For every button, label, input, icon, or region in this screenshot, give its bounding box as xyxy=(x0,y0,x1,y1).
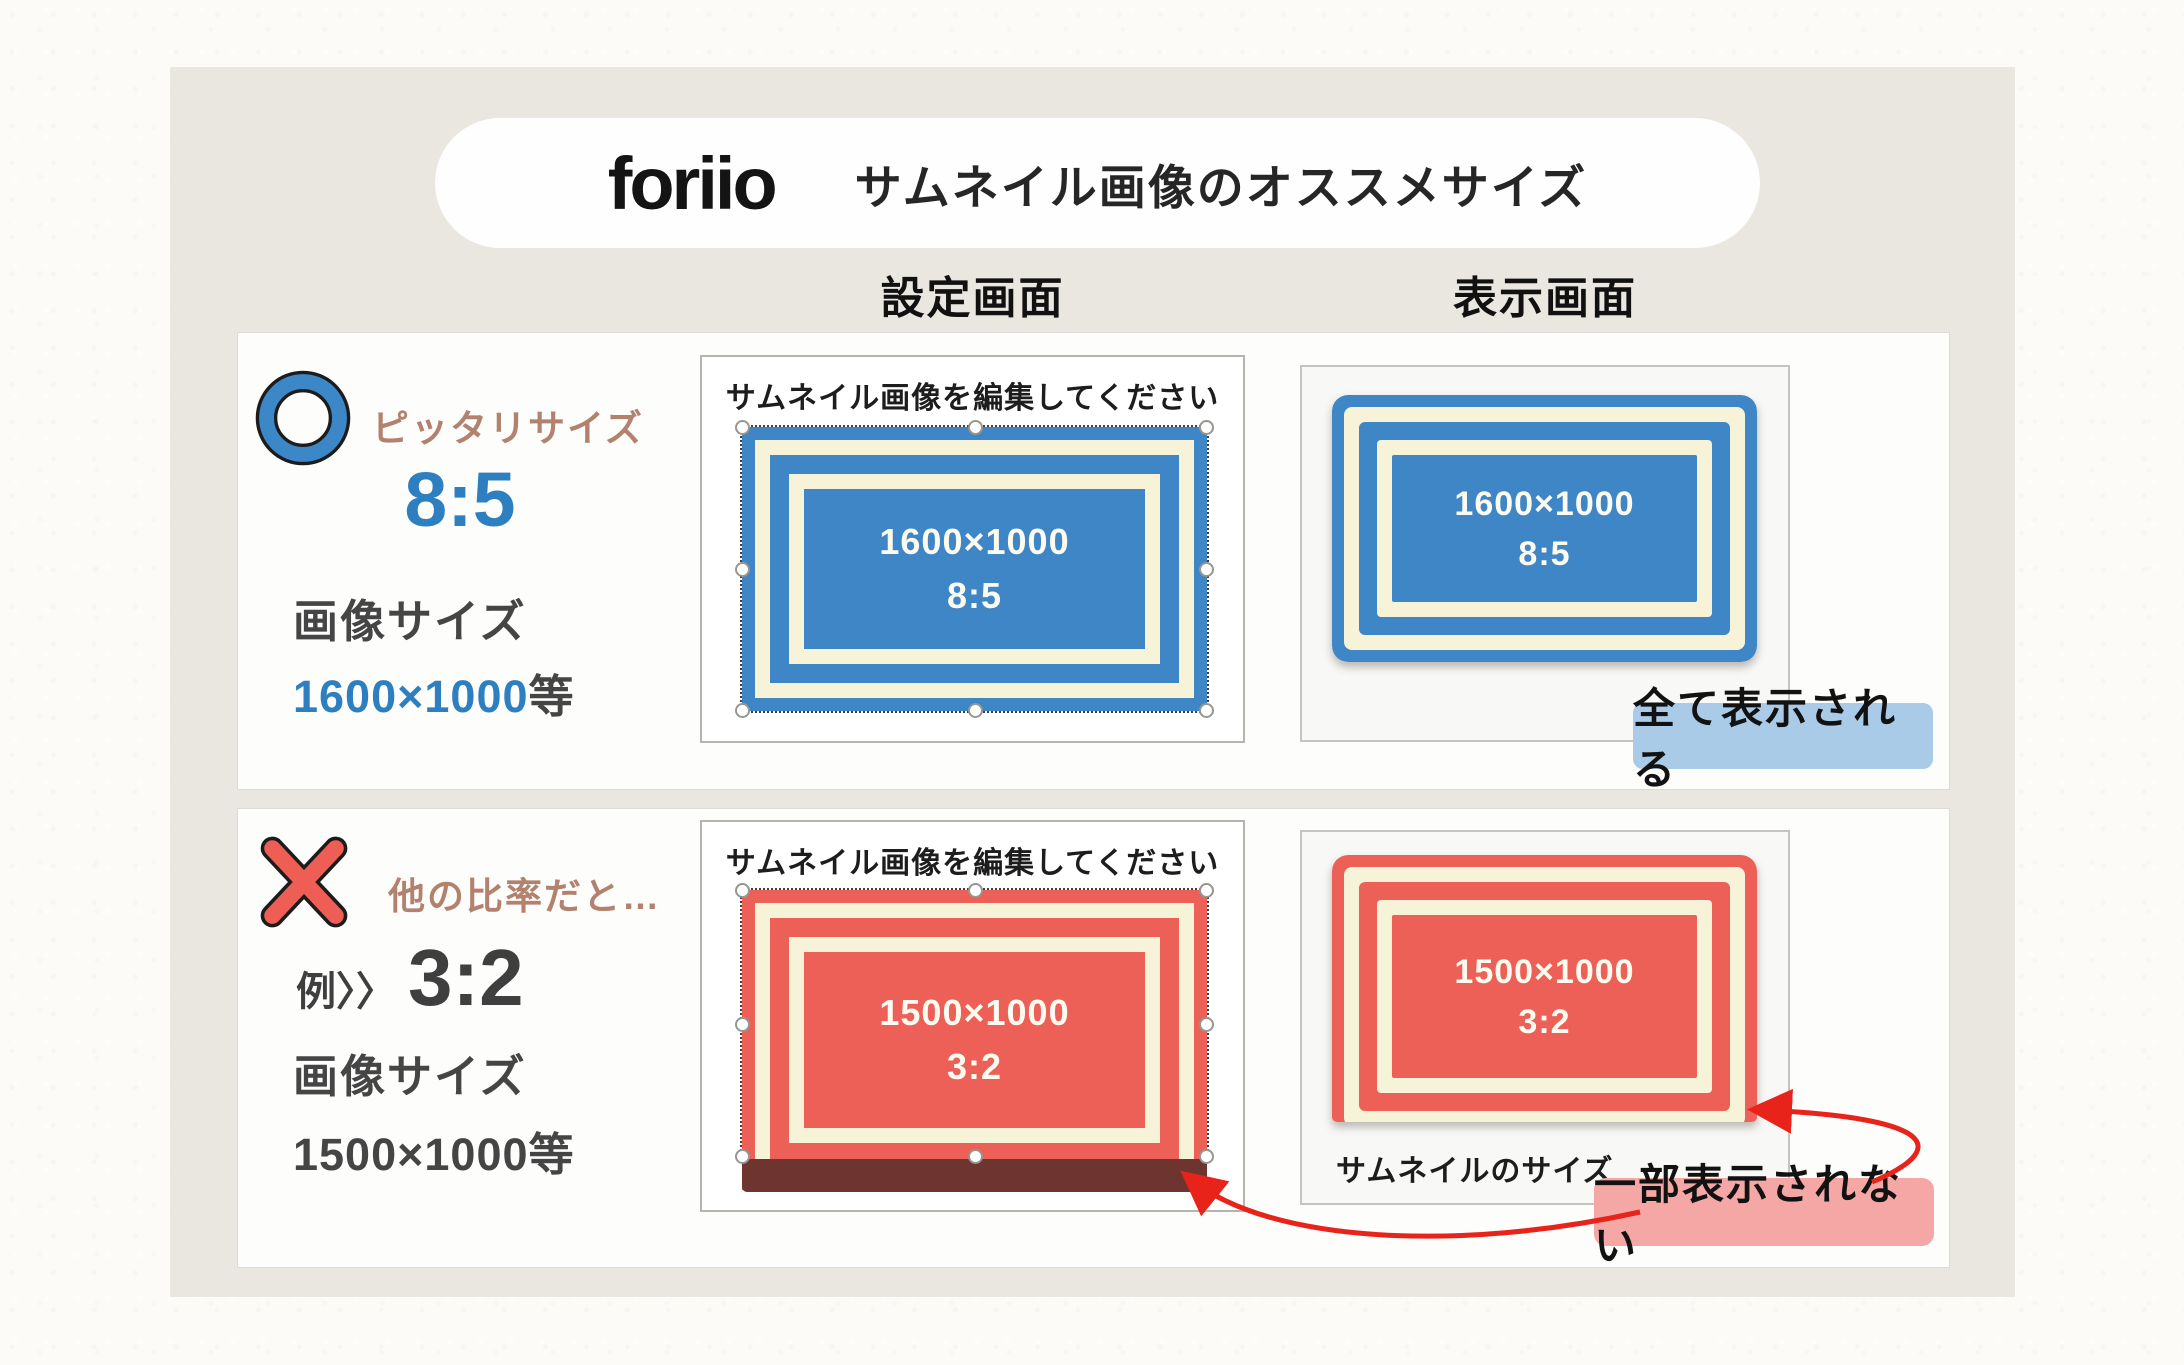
crop-handle[interactable] xyxy=(1199,883,1214,898)
image-band-outer: 1600×1000 8:5 xyxy=(742,427,1207,711)
image-band-cream1: 1500×1000 3:2 xyxy=(755,903,1194,1177)
crop-handle[interactable] xyxy=(967,1149,983,1164)
thumb-ratio-text: 3:2 xyxy=(1518,1002,1571,1041)
image-ratio-text: 8:5 xyxy=(946,575,1003,616)
thumb-band-outer: 1500×1000 3:2 xyxy=(1332,855,1757,1122)
cutoff-area xyxy=(742,1159,1207,1192)
row2-ratio: 3:2 xyxy=(408,933,524,1022)
image-band-mid: 1600×1000 8:5 xyxy=(770,455,1179,683)
crop-handle[interactable] xyxy=(967,420,983,435)
thumb-caption-row2: サムネイルのサイズ xyxy=(1336,1155,1614,1188)
thumb-band-mid: 1600×1000 8:5 xyxy=(1359,422,1730,635)
row2-size-suffix: 等 xyxy=(528,1129,575,1180)
settings-card-8-5: サムネイル画像を編集してください 1600×1000 8:5 xyxy=(700,355,1245,743)
column-header-settings: 設定画面 xyxy=(880,274,1065,323)
image-band-cream2: 1600×1000 8:5 xyxy=(789,474,1160,664)
thumb-band-cream2: 1500×1000 3:2 xyxy=(1377,900,1712,1093)
row2-tagline: 他の比率だと… xyxy=(388,876,661,917)
image-band-mid: 1500×1000 3:2 xyxy=(770,918,1179,1162)
row2-ratio-prefix: 例〉〉 xyxy=(296,970,396,1014)
thumb-band-cream1: 1500×1000 3:2 xyxy=(1344,867,1745,1122)
crop-handle[interactable] xyxy=(735,883,750,898)
cross-ng-icon xyxy=(260,836,348,928)
thumb-center-3-2: 1500×1000 3:2 xyxy=(1392,915,1697,1078)
thumb-size-text: 1500×1000 xyxy=(1454,952,1635,991)
thumbnail-3-2-cropped: 1500×1000 3:2 xyxy=(1332,855,1757,1122)
crop-handle[interactable] xyxy=(735,1016,750,1032)
crop-handle[interactable] xyxy=(967,703,983,718)
row2-size-value: 1500×1000等 xyxy=(293,1118,575,1183)
crop-handle[interactable] xyxy=(967,883,983,898)
row2-size-label: 画像サイズ xyxy=(293,1051,527,1102)
editor-title-row1: サムネイル画像を編集してください xyxy=(725,382,1220,415)
crop-handle[interactable] xyxy=(1199,703,1214,718)
crop-handle[interactable] xyxy=(1199,420,1214,435)
thumb-center-8-5: 1600×1000 8:5 xyxy=(1392,455,1697,602)
display-card-3-2: 1500×1000 3:2 サムネイルのサイズ xyxy=(1300,830,1790,1205)
row1-size-value: 1600×1000等 xyxy=(293,660,575,725)
image-size-text: 1500×1000 xyxy=(879,992,1070,1033)
row1-tagline: ピッタリサイズ xyxy=(372,408,644,449)
row1-size-suffix: 等 xyxy=(528,671,575,722)
foriio-logo: foriio xyxy=(607,141,778,225)
thumb-ratio-text: 8:5 xyxy=(1518,534,1571,573)
image-center-8-5: 1600×1000 8:5 xyxy=(804,489,1145,649)
thumbnail-8-5: 1600×1000 8:5 xyxy=(1332,395,1757,662)
thumbnail-3-2-inner: 1500×1000 3:2 xyxy=(1332,855,1757,1122)
badge-all-displayed: 全て表示される xyxy=(1633,685,1933,793)
crop-handle[interactable] xyxy=(1199,1149,1214,1164)
image-ratio-text: 3:2 xyxy=(946,1046,1003,1087)
badge-partially-hidden: 一部表示されない xyxy=(1594,1161,1934,1269)
image-center-3-2: 1500×1000 3:2 xyxy=(804,952,1145,1128)
header-pill: foriio サムネイル画像のオススメサイズ xyxy=(435,118,1760,248)
crop-selection-3-2[interactable]: 1500×1000 3:2 xyxy=(735,883,1214,1192)
thumb-band-cream2: 1600×1000 8:5 xyxy=(1377,440,1712,617)
thumb-size-text: 1600×1000 xyxy=(1454,484,1635,523)
crop-handle[interactable] xyxy=(735,562,750,577)
image-band-cream1: 1600×1000 8:5 xyxy=(755,440,1194,698)
row1-size-number: 1600×1000 xyxy=(293,671,529,722)
row1-ratio: 8:5 xyxy=(404,457,516,543)
crop-handle[interactable] xyxy=(735,420,750,435)
thumb-band-cream1: 1600×1000 8:5 xyxy=(1344,407,1745,650)
thumb-band-mid: 1500×1000 3:2 xyxy=(1359,882,1730,1111)
settings-card-3-2: サムネイル画像を編集してください 1500×1000 3:2 xyxy=(700,820,1245,1212)
crop-selection-8-5[interactable]: 1600×1000 8:5 xyxy=(735,420,1214,718)
row2-ratio-group: 例〉〉 3:2 xyxy=(296,938,524,1018)
row1-size-label: 画像サイズ xyxy=(293,596,527,647)
display-card-8-5: 1600×1000 8:5 サムネイルのサイズ xyxy=(1300,365,1790,1077)
image-3-2-full: 1500×1000 3:2 xyxy=(742,890,1207,1190)
image-band-cream2: 1500×1000 3:2 xyxy=(789,937,1160,1143)
crop-handle[interactable] xyxy=(735,703,750,718)
image-band-outer: 1500×1000 3:2 xyxy=(742,890,1207,1190)
crop-handle[interactable] xyxy=(1199,1016,1214,1032)
crop-handle[interactable] xyxy=(735,1149,750,1164)
editor-title-row2: サムネイル画像を編集してください xyxy=(725,847,1220,880)
column-header-display: 表示画面 xyxy=(1453,274,1637,323)
circle-ok-icon xyxy=(255,370,351,466)
page-title: サムネイル画像のオススメサイズ xyxy=(854,160,1588,214)
crop-handle[interactable] xyxy=(1199,562,1214,577)
thumb-band-outer: 1600×1000 8:5 xyxy=(1332,395,1757,662)
row2-size-number: 1500×1000 xyxy=(293,1129,529,1180)
image-size-text: 1600×1000 xyxy=(879,521,1070,562)
